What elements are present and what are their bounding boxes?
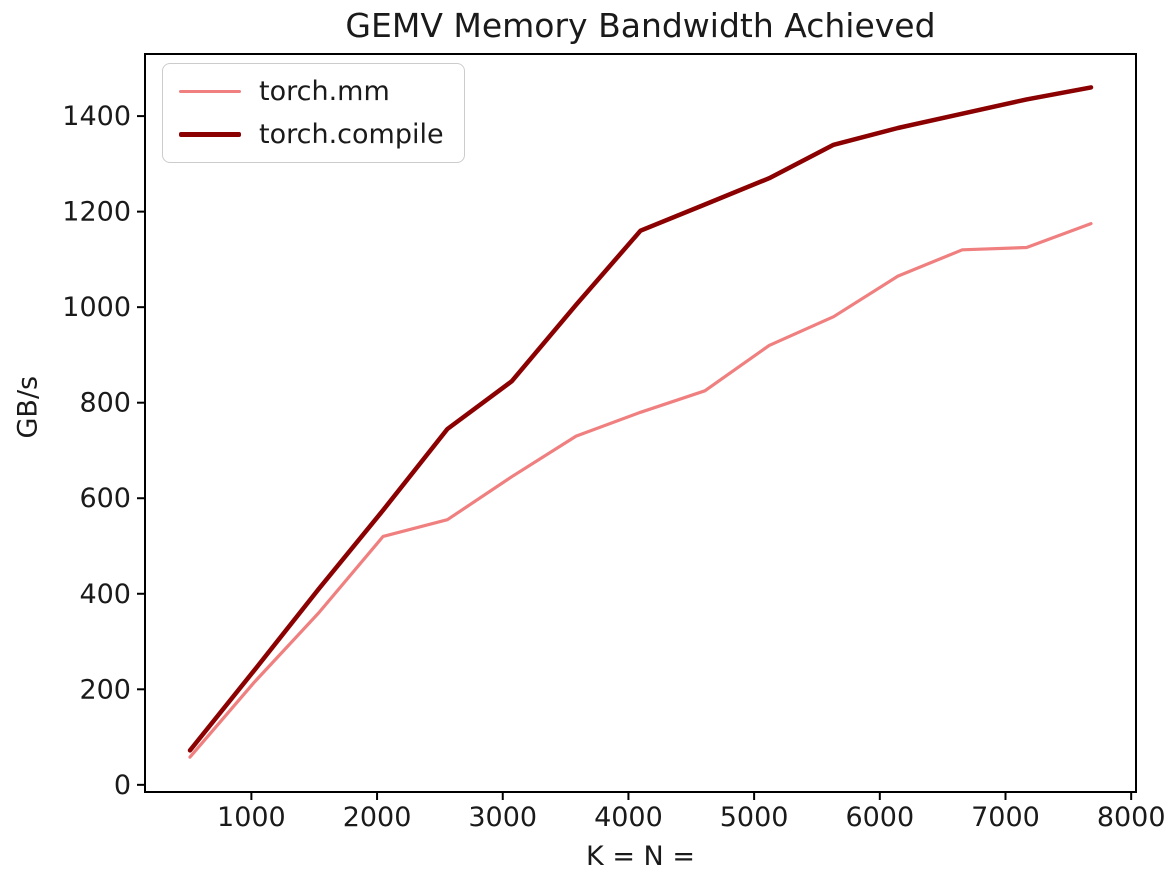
legend-label-torch-compile: torch.compile xyxy=(259,119,444,150)
axes-spines xyxy=(144,53,1137,793)
y-tick-label: 600 xyxy=(79,483,131,514)
y-tick-label: 1400 xyxy=(62,101,131,132)
x-tick-label: 2000 xyxy=(343,802,412,833)
x-tick-label: 7000 xyxy=(971,802,1040,833)
y-tick-label: 200 xyxy=(79,674,131,705)
series-line-torch-mm xyxy=(188,222,1093,759)
y-tick-label: 1200 xyxy=(62,197,131,228)
y-tick-label: 0 xyxy=(114,770,131,801)
y-tick-label: 400 xyxy=(79,579,131,610)
x-tick-label: 8000 xyxy=(1097,802,1166,833)
legend-entry-torch-compile: torch.compile xyxy=(179,119,444,150)
y-tick-label: 1000 xyxy=(62,292,131,323)
legend-entry-torch-mm: torch.mm xyxy=(179,76,444,107)
y-tick-label: 800 xyxy=(79,388,131,419)
x-tick-label: 5000 xyxy=(720,802,789,833)
chart-title: GEMV Memory Bandwidth Achieved xyxy=(345,6,936,45)
torch-mm-line-swatch xyxy=(179,89,241,94)
legend-label-torch-mm: torch.mm xyxy=(259,76,390,107)
x-axis-label: K = N = xyxy=(586,841,695,872)
x-tick-label: 6000 xyxy=(845,802,914,833)
x-tick-label: 3000 xyxy=(468,802,537,833)
torch-compile-line-swatch xyxy=(179,132,241,137)
x-tick-label: 1000 xyxy=(217,802,286,833)
x-tick-label: 4000 xyxy=(594,802,663,833)
legend: torch.mm torch.compile xyxy=(162,63,465,163)
series-line-torch-compile xyxy=(187,85,1094,753)
